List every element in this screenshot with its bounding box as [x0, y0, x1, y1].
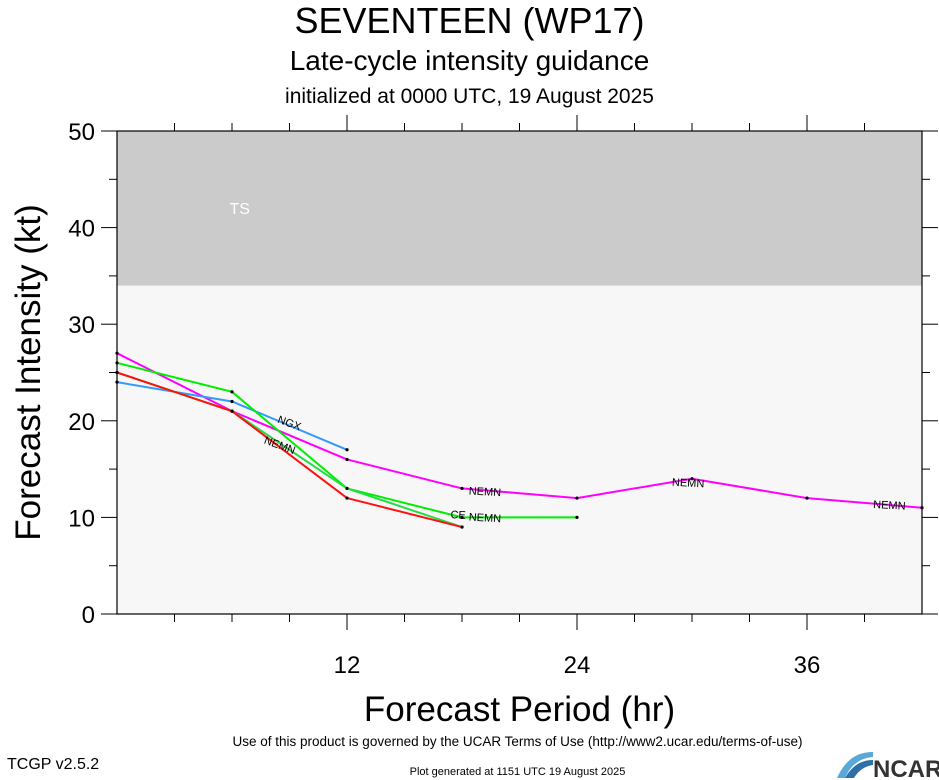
y-tick-label: 0	[82, 602, 95, 629]
series-label: NEMN	[672, 477, 705, 491]
series-point	[690, 477, 694, 481]
ncar-logo: NCAR	[837, 752, 939, 780]
series-point	[345, 496, 349, 500]
series-label: CE	[450, 509, 466, 522]
series-point	[345, 457, 349, 462]
svg-text:NCAR: NCAR	[873, 756, 939, 780]
series-line	[116, 371, 463, 529]
version-label: TCGP v2.5.2	[7, 756, 100, 773]
series-point	[230, 390, 234, 394]
series-point	[805, 496, 809, 500]
y-tick-label: 20	[68, 409, 95, 436]
series-point	[230, 409, 234, 413]
chart-subtitle: Late-cycle intensity guidance	[289, 45, 650, 76]
x-tick-label: 36	[794, 652, 821, 679]
init-time-label: initialized at 0000 UTC, 19 August 2025	[285, 85, 654, 108]
series-point	[575, 515, 579, 520]
intensity-band	[117, 131, 922, 286]
y-tick-label: 30	[68, 312, 95, 339]
series-point	[460, 525, 464, 529]
series-label: NEMN	[468, 512, 501, 526]
y-tick-label: 50	[68, 119, 95, 146]
series-point	[460, 515, 464, 520]
series-line	[116, 352, 923, 509]
y-tick-label: 40	[68, 216, 95, 243]
series-label: NEMN	[468, 485, 501, 499]
y-axis-title: Forecast Intensity (kt)	[9, 204, 48, 540]
chart-title: SEVENTEEN (WP17)	[294, 0, 645, 41]
x-axis-title: Forecast Period (hr)	[364, 690, 675, 729]
series-label: NEMN	[873, 499, 906, 513]
series-point	[345, 486, 349, 491]
generated-timestamp: Plot generated at 1151 UTC 19 August 202…	[409, 766, 626, 778]
series-point	[460, 486, 464, 491]
band-label: TS	[229, 201, 249, 218]
series-point	[345, 448, 349, 452]
x-tick-label: 24	[564, 652, 591, 679]
y-tick-label: 10	[68, 505, 95, 532]
terms-of-use-text: Use of this product is governed by the U…	[232, 734, 803, 749]
x-tick-label: 12	[334, 652, 361, 679]
series-point	[230, 399, 234, 404]
series-point	[575, 496, 579, 500]
